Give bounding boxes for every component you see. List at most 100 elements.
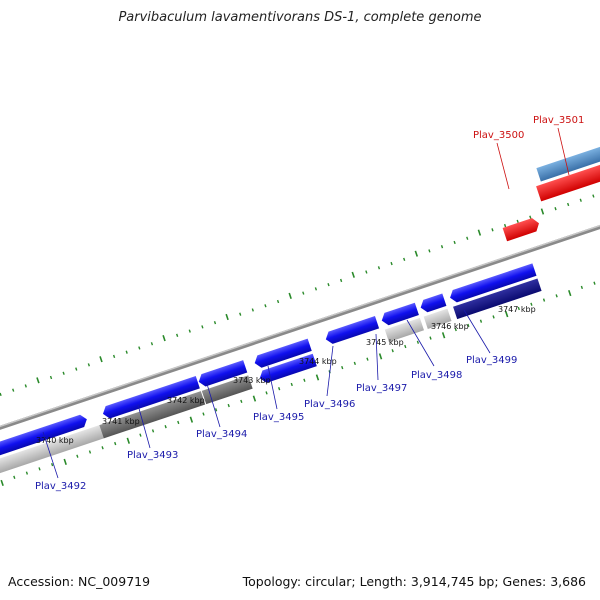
minor-tick xyxy=(314,287,318,291)
minor-tick xyxy=(88,450,92,454)
leader-plav-3494 xyxy=(206,383,221,428)
major-tick xyxy=(189,416,194,423)
gene-bar-plav-3499[interactable] xyxy=(453,278,542,320)
major-tick xyxy=(63,458,67,465)
minor-tick xyxy=(517,306,520,311)
gene-label-plav-3496[interactable]: Plav_3496 xyxy=(304,399,355,410)
minor-tick xyxy=(366,357,369,361)
major-tick xyxy=(568,289,572,297)
gene-bar-plav-3493[interactable] xyxy=(99,391,206,439)
major-tick xyxy=(477,229,482,236)
leader-plav-3499 xyxy=(463,309,491,354)
gene-bar-plav-3497[interactable] xyxy=(384,317,424,342)
leader-plav-3500 xyxy=(496,142,510,190)
minor-tick xyxy=(125,350,128,354)
minor-tick xyxy=(227,403,230,408)
minor-tick xyxy=(416,340,420,344)
kbp-label-3745: 3745 kbp xyxy=(366,338,404,347)
leader-plav-3498 xyxy=(406,319,435,367)
gene-arrow-plav-3495b[interactable] xyxy=(258,353,317,385)
red-label-leaders xyxy=(496,127,570,190)
gene-label-plav-3500[interactable]: Plav_3500 xyxy=(473,130,524,141)
major-tick xyxy=(540,208,545,215)
gene-arrow-plav-3498[interactable] xyxy=(419,293,447,314)
minor-tick xyxy=(87,363,91,367)
minor-tick xyxy=(466,236,469,240)
minor-tick xyxy=(303,378,306,382)
gene-arrow-plav-3493[interactable] xyxy=(101,376,200,420)
gene-bar-plav-3498[interactable] xyxy=(423,308,452,329)
minor-tick xyxy=(202,412,205,416)
minor-tick xyxy=(454,327,457,332)
gene-bar-plav-3494[interactable] xyxy=(201,375,253,405)
minor-tick xyxy=(177,420,180,425)
gene-label-plav-3497[interactable]: Plav_3497 xyxy=(356,383,407,394)
minor-tick xyxy=(49,375,53,380)
minor-tick xyxy=(341,365,344,370)
gene-bar-plav-3500[interactable] xyxy=(502,217,542,242)
minor-tick xyxy=(201,325,204,329)
genome-backbone xyxy=(0,148,600,502)
gene-arrow-plav-3496[interactable] xyxy=(324,316,380,345)
gene-bar-plav-3501[interactable] xyxy=(536,92,600,182)
minor-tick xyxy=(278,387,281,391)
minor-tick xyxy=(377,266,381,270)
minor-tick xyxy=(276,299,280,304)
minor-tick xyxy=(491,228,494,232)
minor-tick xyxy=(76,454,79,458)
gene-arrow-plav-3492[interactable] xyxy=(0,413,89,464)
minor-tick xyxy=(429,336,432,340)
minor-tick xyxy=(13,475,16,479)
major-tick xyxy=(441,332,446,339)
minor-tick xyxy=(554,207,557,211)
gene-label-plav-3498[interactable]: Plav_3498 xyxy=(411,370,462,381)
minor-tick xyxy=(353,361,356,366)
minor-tick xyxy=(139,433,142,437)
gene-label-plav-3494[interactable]: Plav_3494 xyxy=(196,429,247,440)
kbp-label-3746: 3746 kbp xyxy=(431,322,469,331)
minor-tick xyxy=(440,245,444,249)
minor-tick xyxy=(264,304,267,308)
gene-label-plav-3492[interactable]: Plav_3492 xyxy=(35,481,86,492)
minor-tick xyxy=(24,384,27,388)
minor-tick xyxy=(0,392,2,397)
gene-arrow-plav-3499[interactable] xyxy=(448,263,537,304)
major-tick xyxy=(288,292,292,299)
minor-tick xyxy=(365,270,368,274)
leader-plav-3495 xyxy=(267,365,278,410)
gene-label-plav-3493[interactable]: Plav_3493 xyxy=(127,450,178,461)
minor-tick xyxy=(25,471,29,475)
minor-tick xyxy=(265,391,268,395)
tick-row-upper xyxy=(0,194,595,397)
minor-tick xyxy=(164,425,167,429)
major-tick xyxy=(162,335,166,342)
minor-tick xyxy=(302,291,305,295)
gene-bar-plav-3501-lower[interactable] xyxy=(536,110,600,202)
minor-tick xyxy=(290,382,293,387)
minor-tick xyxy=(567,202,570,207)
gene-arrow-plav-3494[interactable] xyxy=(197,360,248,388)
gene-label-plav-3499[interactable]: Plav_3499 xyxy=(466,355,517,366)
minor-tick xyxy=(503,223,507,228)
minor-tick xyxy=(101,446,104,450)
gene-arrow-plav-3495a[interactable] xyxy=(253,338,312,370)
minor-tick xyxy=(62,371,65,375)
minor-tick xyxy=(38,467,41,471)
kbp-label-3742: 3742 kbp xyxy=(167,396,205,405)
minor-tick xyxy=(592,194,595,198)
minor-tick xyxy=(516,219,519,224)
minor-tick xyxy=(390,261,393,266)
minor-tick xyxy=(50,463,54,467)
gene-label-plav-3495[interactable]: Plav_3495 xyxy=(253,412,304,423)
gene-bar-plav-3492[interactable] xyxy=(0,425,104,480)
minor-tick xyxy=(75,367,78,371)
gene-label-plav-3501[interactable]: Plav_3501 xyxy=(533,115,584,126)
minor-tick xyxy=(112,354,116,359)
genome-backbone-highlight xyxy=(0,148,600,499)
gene-arrow-plav-3497[interactable] xyxy=(380,302,419,327)
minor-tick xyxy=(327,283,330,287)
minor-tick xyxy=(529,215,532,219)
minor-tick xyxy=(404,344,407,349)
minor-tick xyxy=(579,198,582,202)
